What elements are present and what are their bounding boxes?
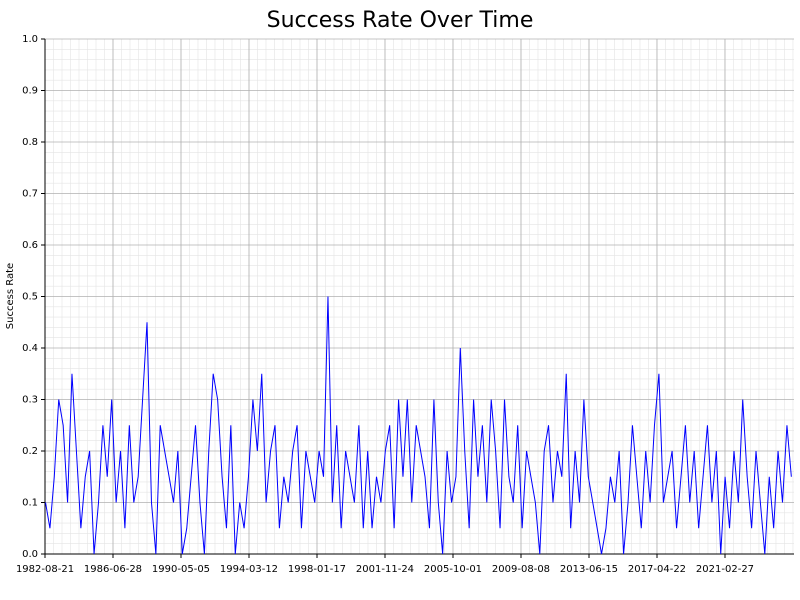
y-axis-label: Success Rate	[5, 263, 16, 329]
y-tick-label: 0.4	[22, 343, 38, 354]
x-tick-label: 1986-06-28	[84, 564, 142, 575]
x-tick-label: 2009-08-08	[492, 564, 550, 575]
chart-title: Success Rate Over Time	[267, 8, 534, 33]
y-tick-label: 0.2	[22, 446, 38, 457]
y-tick-label: 0.1	[22, 498, 38, 509]
y-tick-label: 0.0	[22, 549, 38, 560]
x-tick-label: 2001-11-24	[356, 564, 414, 575]
x-tick-label: 2017-04-22	[628, 564, 686, 575]
data-line	[45, 296, 792, 555]
x-tick-label: 2005-10-01	[424, 564, 482, 575]
y-tick-label: 0.8	[22, 137, 38, 148]
x-tick-label: 1998-01-17	[288, 564, 346, 575]
y-tick-label: 0.7	[22, 189, 38, 200]
y-tick-label: 1.0	[22, 34, 38, 45]
x-tick-label: 1982-08-21	[16, 564, 74, 575]
x-tick-label: 1994-03-12	[220, 564, 278, 575]
y-tick-label: 0.6	[22, 240, 38, 251]
x-tick-label: 1990-05-05	[152, 564, 210, 575]
y-tick-label: 0.9	[22, 86, 38, 97]
y-tick-label: 0.5	[22, 292, 38, 303]
x-tick-label: 2021-02-27	[696, 564, 754, 575]
x-tick-label: 2013-06-15	[560, 564, 618, 575]
y-tick-label: 0.3	[22, 395, 38, 406]
